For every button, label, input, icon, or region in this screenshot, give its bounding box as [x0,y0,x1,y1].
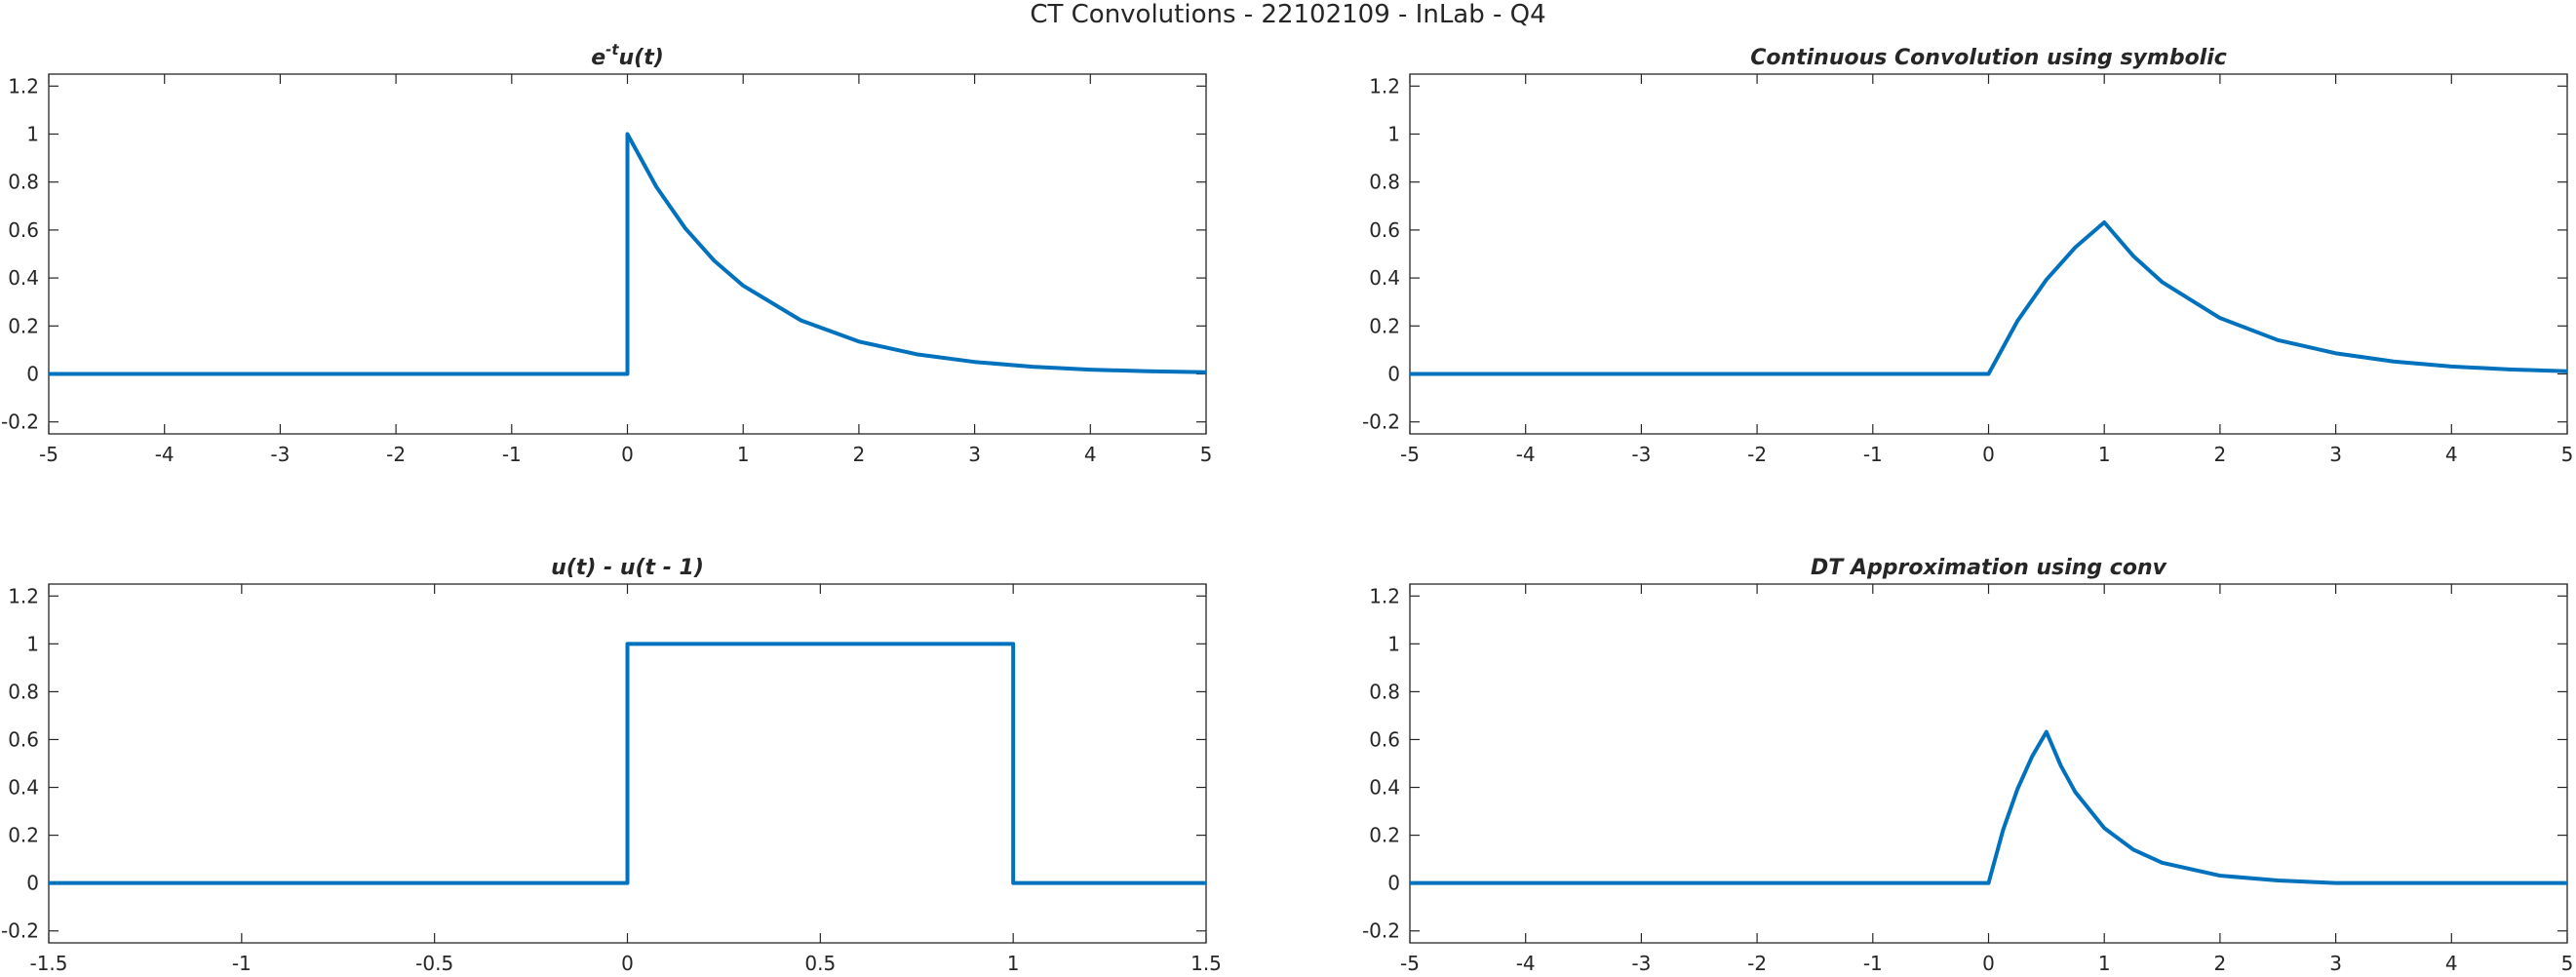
y-tick-label: 0.2 [1369,314,1400,337]
x-tick-label: 1.5 [1190,952,1222,973]
title-base: e [591,46,605,70]
figure-suptitle: CT Convolutions - 22102109 - InLab - Q4 [1030,0,1546,29]
x-tick-label: 3 [2329,443,2342,466]
subplot-4: -5 -4 -3 -2 -1 0 1 2 3 4 5 -0.2 0 0.2 0.4 0.6 0.8 1 1.2 DT … [1362,556,2574,975]
x-tick-label: -2 [1747,443,1767,466]
y-tick-label: 0 [1387,363,1400,386]
y-tick-label: 0.2 [8,824,39,847]
x-tick-label: 3 [968,443,981,466]
x-tick-label: 0.5 [804,952,836,973]
y-tick-label: 1 [1387,632,1400,655]
y-tick-label: 0.6 [1369,218,1400,242]
y-tick-label: 0.2 [8,314,39,337]
x-tick-label: -1 [502,443,522,466]
x-tick-label: -5 [39,443,59,466]
y-tick-label: 1 [26,123,39,146]
x-tick-label: 3 [2329,952,2342,973]
x-tick-label: 1 [1007,952,1020,973]
series-line [1410,220,2568,376]
subplot-1: -5 -4 -3 -2 -1 0 1 2 3 4 5 -0.2 0 0.2 0.4 0.6 0.8 1 1.2 e-t… [1,41,1212,466]
x-tick-label: 2 [853,443,866,466]
y-tick-label: 0.4 [1369,266,1400,290]
y-tick-label: 0.6 [8,727,39,751]
x-tick-label: -4 [1516,952,1536,973]
y-tick-label: 0 [1387,872,1400,895]
subplot-title: e-tu(t) [591,41,664,70]
x-tick-label: -3 [270,443,290,466]
x-tick-label: 2 [2214,952,2227,973]
x-tick-label: -3 [1631,443,1651,466]
y-tick-label: 0.4 [8,776,39,800]
x-tick-label: 0 [621,952,634,973]
series-line [49,132,1207,376]
x-tick-label: 0 [1982,952,1995,973]
y-tick-label: 0 [26,872,39,895]
x-tick-label: 5 [2561,443,2574,466]
axes-box [1409,583,2568,944]
axes-box [1409,73,2568,435]
series-line [1410,729,2567,885]
x-tick-label: -2 [1747,952,1767,973]
y-tick-label: 1.2 [8,584,39,607]
y-tick-label: 0.4 [8,266,39,290]
x-tick-label: -1 [1863,443,1883,466]
y-tick-label: 0.6 [8,218,39,242]
subplot-3: -1.5 -1 -0.5 0 0.5 1 1.5 -0.2 0 0.2 0.4 0.6 0.8 1 1.2 u… [1,556,1222,975]
x-tick-label: -2 [386,443,406,466]
x-tick-label: -1 [1863,952,1883,973]
title-superscript: -t [605,41,619,59]
y-tick-label: 1.2 [1369,74,1400,98]
x-tick-label: 5 [1200,443,1213,466]
x-tick-label: 1 [2098,443,2111,466]
y-tick-label: 0.8 [1369,171,1400,194]
y-tick-label: -0.2 [1362,410,1400,434]
series-line [49,642,1206,885]
y-tick-label: 0.6 [1369,727,1400,751]
x-tick-label: -4 [155,443,175,466]
y-tick-label: 0.8 [1369,680,1400,703]
x-tick-label: 0 [1982,443,1995,466]
y-tick-label: 0.8 [8,680,39,703]
x-tick-label: 2 [2214,443,2227,466]
x-tick-label: -0.5 [415,952,453,973]
x-tick-label: 4 [2445,952,2458,973]
y-tick-label: 0 [26,363,39,386]
x-tick-label: -5 [1400,952,1420,973]
title-rest: u(t) [619,46,664,70]
x-tick-label: 1 [737,443,750,466]
x-tick-label: 0 [621,443,634,466]
x-tick-label: 4 [2445,443,2458,466]
x-tick-label: 4 [1084,443,1097,466]
y-tick-label: 0.2 [1369,824,1400,847]
x-tick-label: -1.5 [29,952,67,973]
x-tick-label: 5 [2561,952,2574,973]
x-tick-label: -3 [1631,952,1651,973]
x-tick-label: -5 [1400,443,1420,466]
subplot-title: DT Approximation using conv [1811,556,2167,580]
x-tick-label: -4 [1516,443,1536,466]
y-tick-label: 0.8 [8,171,39,194]
subplot-title: Continuous Convolution using symbolic [1750,46,2227,70]
y-tick-label: -0.2 [1,919,39,943]
y-tick-label: 1.2 [8,74,39,98]
y-tick-label: -0.2 [1,410,39,434]
subplot-2: -5 -4 -3 -2 -1 0 1 2 3 4 5 -0.2 0 0.2 0.4 0.6 0.8 1 1.2 Con… [1362,46,2573,466]
y-tick-label: 0.4 [1369,776,1400,800]
y-tick-label: -0.2 [1362,919,1400,943]
x-tick-label: 1 [2098,952,2111,973]
subplot-title: u(t) - u(t - 1) [551,556,704,580]
y-tick-label: 1.2 [1369,584,1400,607]
x-tick-label: -1 [232,952,252,973]
y-tick-label: 1 [26,632,39,655]
y-tick-label: 1 [1387,123,1400,146]
